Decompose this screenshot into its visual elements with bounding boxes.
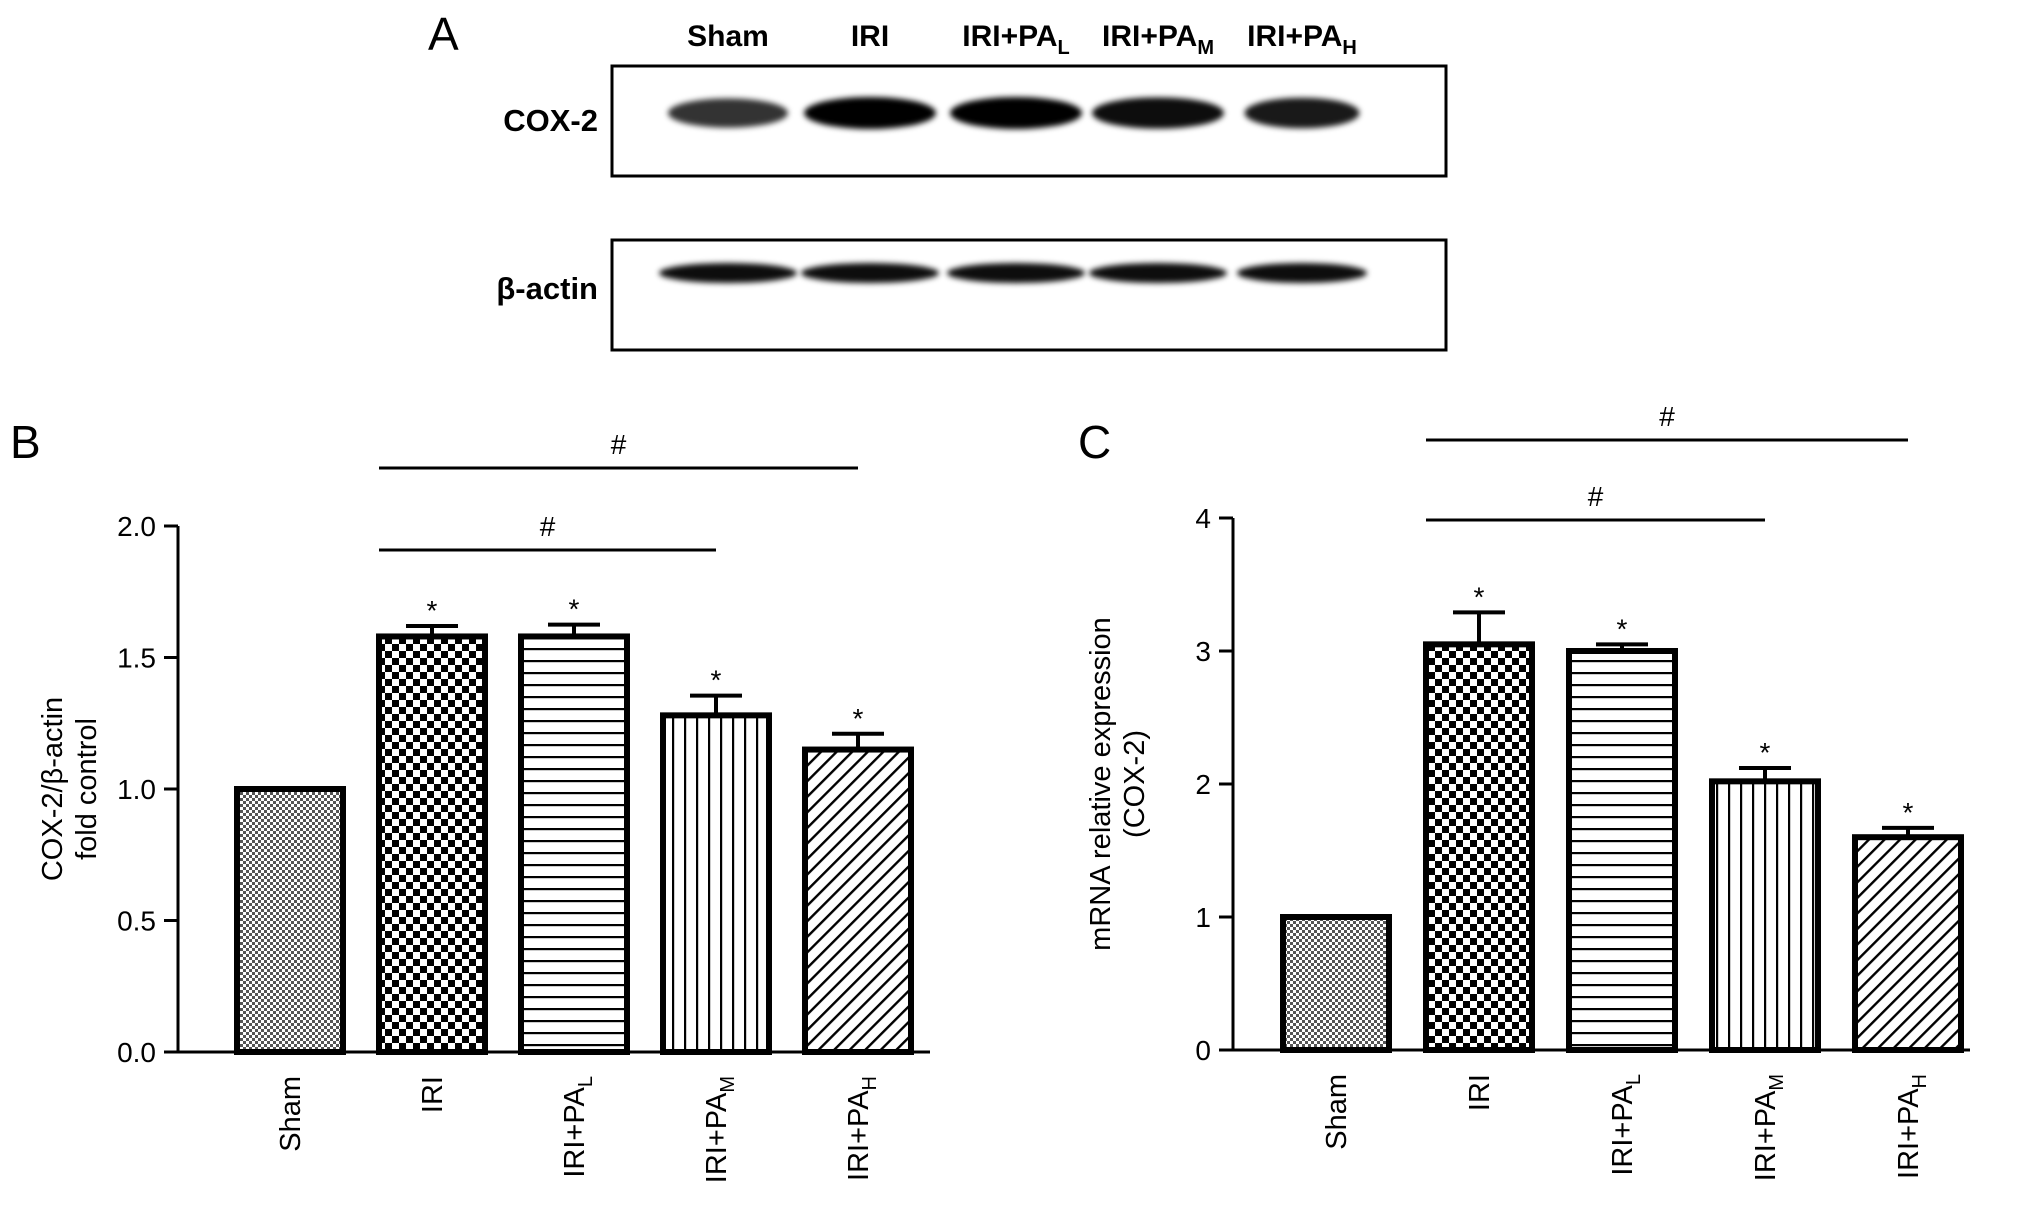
significance-star: * <box>1474 581 1485 612</box>
x-tick-label-iri-pah: IRI+PAH <box>1893 1074 1931 1179</box>
x-tick-label-iri: IRI <box>1464 1074 1496 1111</box>
significance-star: * <box>1903 797 1914 828</box>
cox2-row-label: COX-2 <box>503 103 598 138</box>
lane-label-iri-pal: IRI+PAL <box>962 20 1070 59</box>
y-tick-label: 0.0 <box>117 1037 156 1068</box>
x-tick-label-sham: Sham <box>275 1076 307 1152</box>
blot-band-cox-2-lane-4 <box>1092 97 1224 129</box>
blot-band-actin-lane-5 <box>1237 263 1367 283</box>
bar-iri <box>1423 641 1535 1053</box>
blot-band-cox-2-lane-3 <box>950 97 1082 129</box>
significance-star: * <box>853 703 864 734</box>
bar-iri-pam <box>1709 778 1821 1054</box>
x-tick-label-iri-pah: IRI+PAH <box>843 1076 881 1181</box>
lane-labels: Sham IRI IRI+PAL IRI+PAM IRI+PAH <box>687 20 1357 59</box>
panel-a-label: A <box>428 8 459 60</box>
comparison-mark: # <box>1588 481 1604 512</box>
beta-actin-blot-frame <box>610 238 1448 352</box>
panel-c-label: C <box>1078 416 1111 468</box>
comparison-mark: # <box>540 511 556 542</box>
panel-b-chart: B 0.0 0.5 1.0 1.5 2.0 COX-2/β-actinfold contr… <box>10 416 930 1183</box>
bar-iri-pah <box>1852 834 1964 1054</box>
y-tick-label: 1.5 <box>117 643 156 674</box>
y-tick-label: 1 <box>1195 902 1211 933</box>
bar-sham <box>1280 914 1392 1053</box>
blot-band-actin-lane-1 <box>659 263 797 283</box>
blot-band-cox-2-lane-5 <box>1244 97 1360 129</box>
significance-star: * <box>569 594 580 625</box>
y-tick-label: 3 <box>1195 636 1211 667</box>
y-tick-label: 2.0 <box>117 511 156 542</box>
lane-label-sham: Sham <box>687 20 769 53</box>
bar-iri-pal <box>518 633 630 1056</box>
comparison-mark: # <box>611 429 627 460</box>
blot-band-actin-lane-3 <box>947 263 1085 283</box>
beta-actin-row-label: β-actin <box>496 271 598 306</box>
significance-star: * <box>711 665 722 696</box>
significance-star: * <box>427 595 438 626</box>
blot-band-cox-2-lane-2 <box>804 97 936 129</box>
y-tick-label: 0.5 <box>117 906 156 937</box>
y-axis-label: COX-2/β-actinfold control <box>37 697 103 881</box>
lane-label-iri: IRI <box>851 20 889 53</box>
blot-band-actin-lane-4 <box>1089 263 1227 283</box>
panel-b-label: B <box>10 416 41 468</box>
bar-iri <box>376 633 488 1056</box>
y-axis-label: mRNA relative expression(COX-2) <box>1085 617 1151 951</box>
x-tick-label-iri-pam: IRI+PAM <box>1750 1074 1788 1181</box>
y-tick-label: 2 <box>1195 769 1211 800</box>
lane-label-iri-pam: IRI+PAM <box>1102 20 1214 59</box>
significance-star: * <box>1617 613 1628 644</box>
y-tick-label: 0 <box>1195 1035 1211 1066</box>
blot-band-cox-2-lane-1 <box>668 98 788 128</box>
comparison-mark: # <box>1659 401 1675 432</box>
blot-band-actin-lane-2 <box>801 263 939 283</box>
x-tick-label-iri: IRI <box>417 1076 449 1113</box>
panel-c-chart: C 0 1 2 3 4 mRNA relative expression(COX-2) Sh… <box>1078 401 1970 1181</box>
bar-iri-pah <box>802 746 914 1055</box>
y-tick-label: 1.0 <box>117 774 156 805</box>
beta-actin-blot: β-actin <box>496 238 1448 352</box>
y-tick-label: 4 <box>1195 503 1211 534</box>
significance-star: * <box>1760 737 1771 768</box>
bar-sham <box>234 786 346 1055</box>
x-tick-label-iri-pal: IRI+PAL <box>559 1076 597 1178</box>
bar-iri-pam <box>660 712 772 1055</box>
bar-iri-pal <box>1566 648 1678 1053</box>
lane-label-iri-pah: IRI+PAH <box>1247 20 1357 59</box>
x-tick-label-iri-pal: IRI+PAL <box>1607 1074 1645 1176</box>
x-tick-label-iri-pam: IRI+PAM <box>701 1076 739 1183</box>
cox2-blot: COX-2 <box>503 64 1448 178</box>
panel-a-western-blot: A Sham IRI IRI+PAL IRI+PAM IRI+PAH COX-2 β-a… <box>428 8 1448 352</box>
x-tick-label-sham: Sham <box>1321 1074 1353 1150</box>
